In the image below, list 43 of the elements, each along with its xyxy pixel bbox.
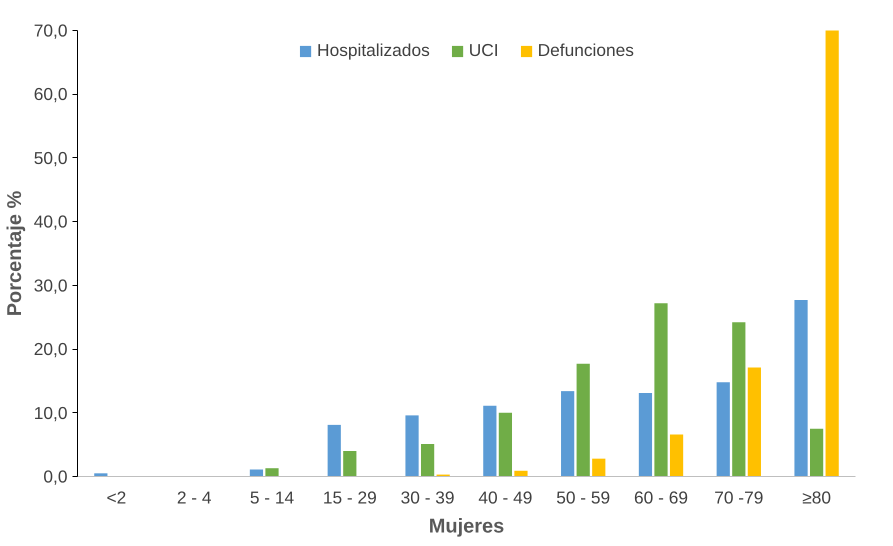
bar (483, 406, 496, 476)
bar (592, 458, 606, 476)
bar (748, 368, 761, 476)
y-tick-label: 40,0 (34, 212, 68, 232)
y-tick-label: 50,0 (34, 148, 68, 168)
y-tick-label: 30,0 (34, 275, 68, 296)
bar (794, 300, 808, 476)
y-tick-label: 10,0 (34, 402, 68, 423)
y-tick-label: 20,0 (34, 339, 68, 360)
bar (561, 391, 574, 476)
bar (826, 30, 839, 476)
y-tick-label: 60,0 (34, 84, 68, 104)
x-tick-label: <2 (106, 488, 126, 508)
y-tick-label: 70,0 (34, 20, 68, 40)
legend-label: UCI (468, 40, 499, 61)
bar (716, 382, 730, 476)
bar (638, 393, 652, 476)
x-tick-label: 15 - 29 (322, 488, 377, 508)
x-tick-label: 5 - 14 (250, 488, 295, 508)
x-tick-label: 40 - 49 (478, 488, 532, 508)
bar (328, 424, 341, 476)
legend-label: Hospitalizados (317, 40, 430, 61)
bar (670, 434, 684, 476)
y-axis-title: Porcentaje % (4, 190, 26, 316)
bar (732, 322, 746, 476)
bar (405, 415, 419, 476)
bar (654, 303, 668, 476)
bar (576, 364, 590, 476)
x-tick-label: 60 - 69 (634, 488, 688, 508)
x-tick-label: 50 - 59 (556, 488, 610, 508)
y-tick-label: 0,0 (43, 466, 68, 486)
x-tick-label: 2 - 4 (176, 488, 212, 508)
x-tick-label: ≥80 (802, 488, 832, 508)
bar (250, 469, 264, 476)
x-axis-title: Mujeres (428, 516, 504, 538)
x-tick-label: 30 - 39 (400, 488, 455, 508)
legend-label: Defunciones (538, 40, 634, 61)
x-tick-label: 70 -79 (714, 488, 764, 508)
bar (265, 468, 279, 476)
bar (810, 428, 824, 476)
bar (420, 444, 434, 476)
bar (343, 451, 356, 476)
bar (498, 412, 512, 476)
